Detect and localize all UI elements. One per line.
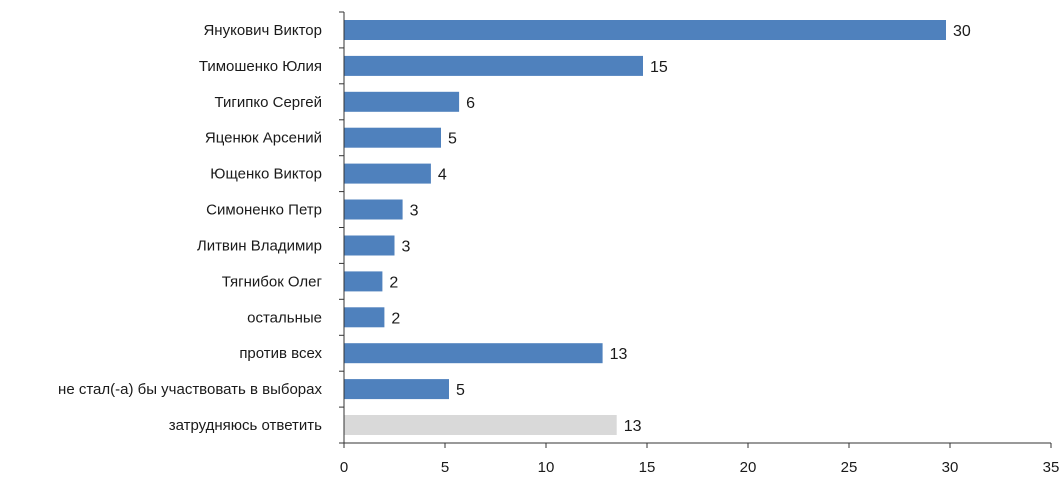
x-ticks-group: 0 5 10 15 20 25 30 35	[339, 11, 1060, 476]
axes-group	[343, 12, 1051, 444]
bar-5	[344, 163, 431, 184]
category-label: Тягнибок Олег	[222, 273, 323, 290]
x-tick-label: 10	[538, 459, 555, 476]
category-labels-group: Янукович Виктор Тимошенко Юлия Тигипко Сер…	[58, 22, 322, 434]
category-label: Янукович Виктор	[203, 22, 322, 39]
x-tick-label: 30	[942, 459, 959, 476]
bar-10	[344, 343, 603, 364]
category-label: Ющенко Виктор	[210, 166, 322, 183]
bars-group	[344, 20, 946, 435]
category-label: затрудняюсь ответить	[169, 417, 322, 434]
data-label: 30	[953, 23, 971, 40]
category-label: Литвин Владимир	[197, 238, 322, 255]
x-tick-label: 35	[1043, 459, 1060, 476]
bar-4	[344, 127, 441, 148]
x-tick-label: 15	[639, 459, 656, 476]
x-tick-label: 5	[441, 459, 449, 476]
category-label: не стал(-а) бы участвовать в выборах	[58, 381, 322, 398]
bar-6	[344, 199, 403, 220]
data-labels-group: 30 15 6 5 4 3 3 2 2 13 5 13	[389, 23, 970, 435]
bar-1	[344, 20, 946, 40]
category-label: против всех	[239, 345, 322, 362]
bar-3	[344, 91, 460, 112]
data-label: 4	[438, 167, 447, 184]
data-label: 3	[402, 239, 411, 256]
category-label: Тигипко Сергей	[215, 94, 322, 111]
data-label: 5	[456, 382, 465, 399]
data-label: 3	[410, 203, 419, 220]
data-label: 2	[389, 274, 398, 291]
x-tick-label: 0	[340, 459, 348, 476]
bar-9	[344, 307, 385, 328]
data-label: 2	[391, 310, 400, 327]
category-label: остальные	[247, 309, 322, 326]
x-tick-label: 20	[740, 459, 757, 476]
category-label: Яценюк Арсений	[205, 130, 322, 147]
category-label: Симоненко Петр	[206, 202, 322, 219]
bar-8	[344, 271, 383, 292]
data-label: 6	[466, 95, 475, 112]
bar-7	[344, 235, 395, 256]
bar-2	[344, 55, 643, 76]
bar-12	[344, 415, 617, 435]
data-label: 13	[624, 418, 642, 435]
x-tick-label: 25	[841, 459, 858, 476]
category-label: Тимошенко Юлия	[199, 58, 322, 75]
data-label: 5	[448, 131, 457, 148]
data-label: 13	[610, 346, 628, 363]
bar-11	[344, 379, 449, 400]
data-label: 15	[650, 59, 668, 76]
